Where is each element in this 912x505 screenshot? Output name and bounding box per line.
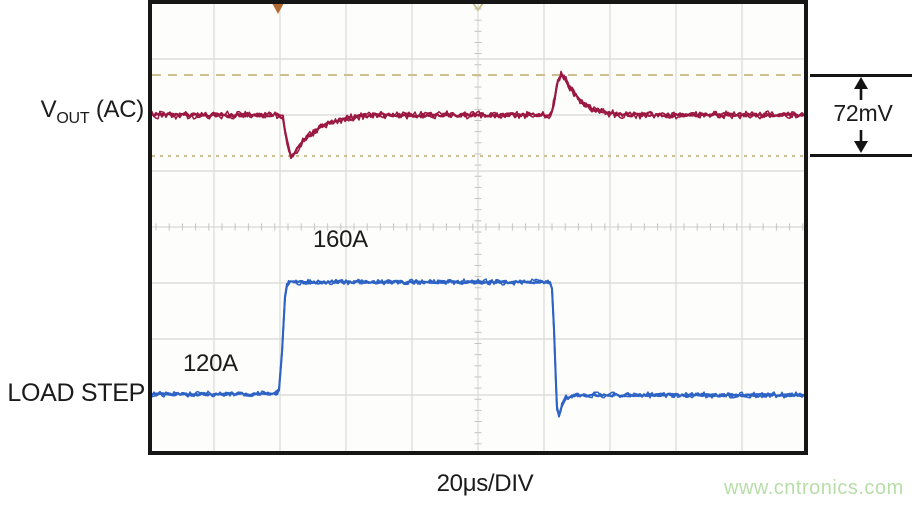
center-axis-ticks	[155, 8, 804, 445]
trace-vout-ac-	[150, 70, 806, 160]
trigger-markers	[272, 2, 484, 14]
delta-v-label: 72mV	[833, 100, 893, 126]
arrow-up-icon	[854, 77, 868, 89]
plot-frame	[148, 0, 808, 455]
vout-label-subscript: OUT	[56, 109, 90, 127]
timebase-label: 20μs/DIV	[436, 470, 534, 497]
center-reference-marker-icon	[472, 2, 484, 12]
arrow-down-icon	[854, 141, 868, 153]
cursor-dashed-lines	[152, 74, 804, 157]
watermark-text: www.cntronics.com	[724, 477, 904, 499]
delta-top-line	[810, 74, 912, 77]
delta-arrows	[854, 77, 868, 153]
waveform-canvas	[148, 0, 808, 455]
vout-label-v: V	[40, 96, 57, 123]
high-current-annotation: 160A	[313, 226, 368, 253]
oscilloscope-plot	[148, 0, 808, 455]
trigger-position-marker-icon	[272, 3, 284, 14]
delta-bottom-line	[810, 154, 912, 157]
low-current-annotation: 120A	[183, 350, 238, 377]
trace-load-step	[150, 278, 806, 418]
vout-channel-label: VOUT (AC)	[6, 96, 145, 128]
waveform-traces	[150, 70, 806, 418]
vout-label-ac: (AC)	[89, 96, 144, 123]
load-step-channel-label: LOAD STEP	[7, 379, 145, 407]
